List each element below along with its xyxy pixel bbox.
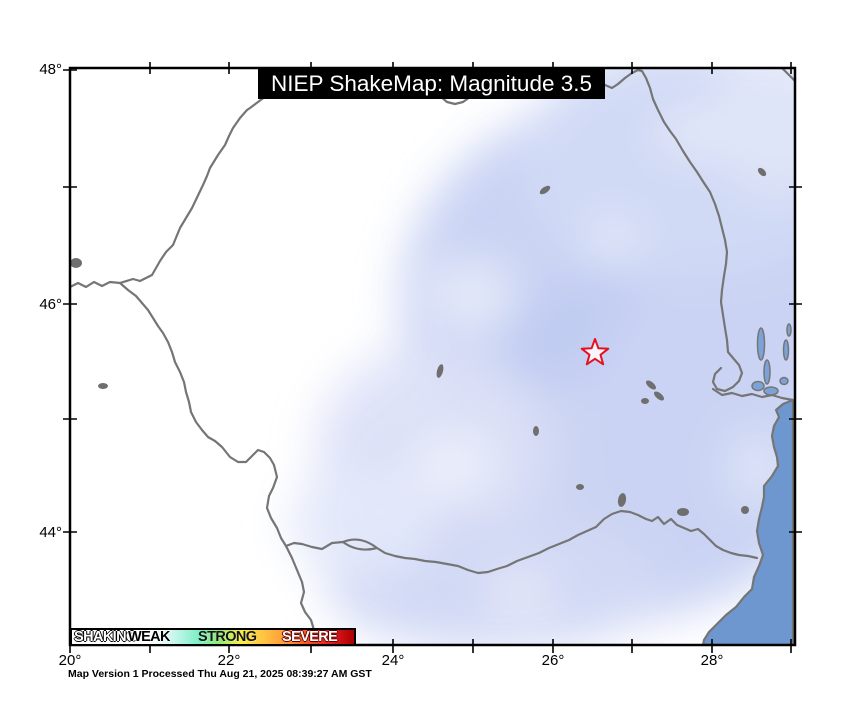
scalebar-label-weak: WEAK bbox=[128, 629, 171, 645]
lon-label-26: 26° bbox=[541, 652, 565, 669]
lat-label-48: 48° bbox=[39, 61, 62, 78]
scalebar-label-strong: STRONG bbox=[198, 629, 257, 645]
epicenter-star-icon bbox=[580, 338, 610, 366]
danube-delta-lakes bbox=[751, 323, 792, 396]
inland-lakes bbox=[70, 167, 767, 516]
map-title-banner: NIEP ShakeMap: Magnitude 3.5 bbox=[258, 68, 605, 99]
scalebar-label-severe: SEVERE bbox=[282, 629, 338, 645]
map-version-caption: Map Version 1 Processed Thu Aug 21, 2025… bbox=[68, 668, 372, 680]
lon-label-22: 22° bbox=[217, 652, 241, 669]
intensity-scalebar: SHAKING WEAK STRONG SEVERE bbox=[70, 628, 356, 646]
lon-label-28: 28° bbox=[700, 652, 724, 669]
lat-label-44: 44° bbox=[39, 524, 62, 541]
lon-label-24: 24° bbox=[381, 652, 405, 669]
black-sea bbox=[701, 398, 795, 645]
scalebar-label-shaking: SHAKING bbox=[74, 629, 137, 645]
lat-label-46: 46° bbox=[39, 296, 62, 313]
lon-label-20: 20° bbox=[58, 652, 82, 669]
map-title: NIEP ShakeMap: Magnitude 3.5 bbox=[270, 70, 593, 96]
intensity-overlay bbox=[285, 68, 795, 645]
